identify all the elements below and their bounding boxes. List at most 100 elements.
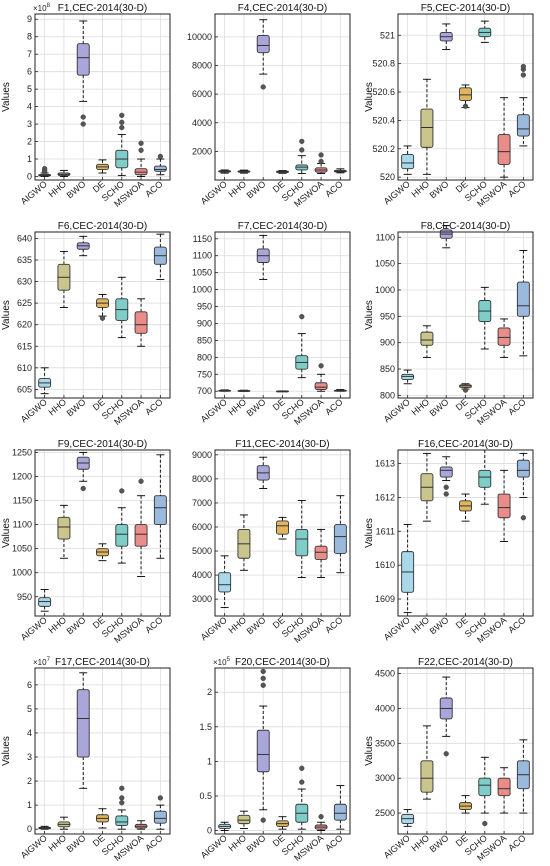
x-tick-label: HHO xyxy=(46,397,68,418)
y-tick-label: 950 xyxy=(380,311,395,321)
box-body xyxy=(115,815,129,827)
box-hho xyxy=(57,504,71,559)
y-tick-label: 850 xyxy=(197,335,212,345)
y-tick-label: 1610 xyxy=(375,560,395,570)
y-tick-label: 6000 xyxy=(192,522,212,532)
y-tick-label: 605 xyxy=(17,384,32,394)
y-tick-label: 800 xyxy=(197,352,212,362)
outlier-point xyxy=(482,820,488,827)
y-tick-label: 750 xyxy=(197,369,212,379)
subplot-title: F7,CEC-2014(30-D) xyxy=(238,221,327,232)
outlier-point xyxy=(138,478,144,484)
y-tick-label: 1000 xyxy=(192,285,212,295)
outlier-point xyxy=(119,800,125,806)
y-tick-label: 1100 xyxy=(13,520,32,530)
box-aigwo xyxy=(218,169,232,174)
subplot-title: F8,CEC-2014(30-D) xyxy=(421,221,510,232)
subplot-title: F16,CEC-2014(30-D) xyxy=(418,439,513,450)
box-de xyxy=(276,390,289,393)
subplot-title: F20,CEC-2014(30-D) xyxy=(235,657,330,668)
box-aco xyxy=(516,63,530,147)
outlier-point xyxy=(299,765,305,771)
y-tick-label: 10000 xyxy=(187,32,212,42)
box-hho xyxy=(57,169,71,177)
x-tick-label: BWO xyxy=(65,179,88,200)
box-body xyxy=(256,35,270,54)
y-tick-label: 3 xyxy=(27,119,32,129)
box-body xyxy=(516,459,530,478)
y-tick-label: 3000 xyxy=(375,773,395,783)
y-tick-label: 1 xyxy=(27,154,32,164)
y-tick-label: 800 xyxy=(380,390,395,400)
x-tick-label: ACO xyxy=(323,833,344,853)
outlier-point xyxy=(138,147,144,153)
y-tick-label: 3500 xyxy=(375,738,395,748)
y-tick-label: 7 xyxy=(27,49,32,59)
outlier-point xyxy=(299,779,305,785)
outlier-point xyxy=(318,814,324,820)
box-body xyxy=(76,689,90,758)
x-tick-label: AIGWO xyxy=(199,397,229,425)
box-body xyxy=(134,311,148,334)
x-tick-label: ACO xyxy=(143,615,164,635)
outlier-point xyxy=(119,488,125,494)
y-tick-label: 6 xyxy=(27,680,32,690)
box-de xyxy=(459,383,472,393)
x-tick-label: AIGWO xyxy=(382,833,412,861)
y-tick-label: 1613 xyxy=(375,459,395,469)
y-tick-label: 1000 xyxy=(12,568,32,578)
y-tick-label: 1050 xyxy=(375,259,395,269)
box-body xyxy=(295,528,309,557)
subplot-title: F1,CEC-2014(30-D) xyxy=(58,3,147,14)
box-hho xyxy=(420,78,434,175)
y-tick-label: 5 xyxy=(27,704,32,714)
x-tick-label: BWO xyxy=(245,615,268,636)
y-tick-label: 4500 xyxy=(375,669,395,679)
box-bwo xyxy=(76,20,90,127)
outlier-point xyxy=(443,484,449,490)
outlier-point xyxy=(119,119,125,125)
subplot-title: F4,CEC-2014(30-D) xyxy=(238,3,327,14)
y-tick-label: 1050 xyxy=(192,268,212,278)
box-scho xyxy=(115,488,129,564)
y-tick-label: 1612 xyxy=(375,492,395,502)
box-de xyxy=(96,159,109,174)
y-tick-label: 8 xyxy=(27,32,32,42)
y-tick-label: 5 xyxy=(27,84,32,94)
box-body xyxy=(276,520,289,535)
box-body xyxy=(478,469,492,488)
x-tick-label: ACO xyxy=(506,397,527,417)
box-aigwo xyxy=(401,809,415,827)
y-tick-label: 520 xyxy=(380,172,395,182)
x-tick-label: BWO xyxy=(65,615,88,636)
box-mswoa xyxy=(497,469,511,542)
y-tick-label: 1100 xyxy=(376,232,395,242)
x-tick-label: AIGWO xyxy=(382,615,412,643)
x-tick-label: HHO xyxy=(46,615,68,636)
outlier-point xyxy=(80,485,86,492)
y-tick-label: 4 xyxy=(27,102,32,112)
box-aigwo xyxy=(401,524,415,614)
box-body xyxy=(401,154,415,170)
y-tick-label: 1150 xyxy=(193,234,212,244)
box-body xyxy=(57,516,71,540)
y-tick-label: 635 xyxy=(17,255,32,265)
box-bwo xyxy=(256,234,270,280)
exponent-power: 8 xyxy=(47,3,51,9)
box-hho xyxy=(57,250,71,308)
outlier-point xyxy=(260,675,266,682)
box-scho xyxy=(478,20,492,43)
box-de xyxy=(459,84,472,109)
box-mswoa xyxy=(497,767,511,814)
y-tick-label: 4000 xyxy=(192,570,212,580)
y-axis-label: Values xyxy=(1,518,12,548)
exponent-base: ×10 xyxy=(213,658,227,667)
box-bwo xyxy=(439,23,453,50)
y-axis-label: Values xyxy=(364,82,375,112)
box-body xyxy=(478,777,492,797)
y-axis-label: Values xyxy=(1,300,12,330)
